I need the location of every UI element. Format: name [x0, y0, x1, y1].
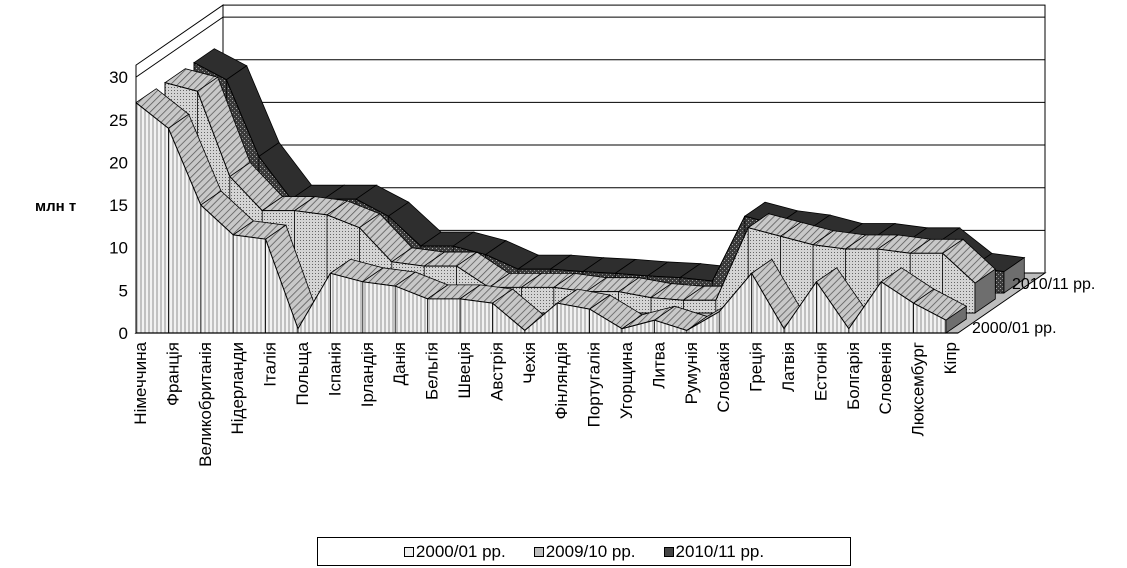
- x-tick-label: Ірландія: [358, 342, 377, 407]
- x-tick-label: Італія: [261, 342, 280, 387]
- x-tick-label: Польща: [293, 341, 312, 405]
- legend-item-2000-01: 2000/01 рр.: [403, 541, 506, 562]
- x-tick-label: Люксембург: [909, 342, 928, 436]
- x-tick-label: Іспанія: [325, 342, 344, 396]
- x-tick-label: Німеччина: [131, 341, 150, 424]
- x-tick-label: Франція: [163, 342, 182, 406]
- x-tick-label: Бельгія: [423, 342, 442, 400]
- depth-label-back: 2010/11 рр.: [1012, 276, 1095, 293]
- x-tick-label: Словакія: [714, 342, 733, 413]
- depth-label-front: 2000/01 рр.: [972, 320, 1057, 337]
- y-tick-label: 15: [109, 196, 128, 215]
- x-tick-label: Великобританія: [196, 342, 215, 467]
- gridline-side: [135, 16, 224, 78]
- legend-swatch-front: [403, 546, 414, 557]
- x-tick-label: Словенія: [876, 342, 895, 415]
- series-0: [135, 88, 968, 334]
- x-tick-label: Латвія: [779, 342, 798, 392]
- y-tick-label: 30: [109, 68, 128, 87]
- y-tick-label: 20: [109, 153, 128, 172]
- legend-item-2010-11: 2010/11 рр.: [663, 541, 765, 562]
- x-tick-label: Кіпр: [941, 342, 960, 374]
- legend-label: 2010/11 рр.: [675, 541, 765, 561]
- x-tick-label: Нідерланди: [228, 342, 247, 434]
- legend-label: 2000/01 рр.: [415, 541, 506, 561]
- x-tick-label: Угорщина: [617, 341, 636, 419]
- legend-swatch-back: [663, 546, 674, 557]
- legend: 2000/01 рр. 2009/10 рр. 2010/11 рр.: [317, 537, 851, 566]
- x-tick-label: Чехія: [520, 342, 539, 384]
- legend-item-2009-10: 2009/10 рр.: [533, 541, 636, 562]
- y-tick-label: 5: [119, 281, 128, 300]
- x-tick-label: Румунія: [682, 342, 701, 404]
- legend-swatch-middle: [533, 546, 544, 557]
- x-tick-label: Швеція: [455, 342, 474, 399]
- y-tick-label: 0: [119, 324, 128, 343]
- end-cap: [974, 268, 996, 314]
- y-tick-label: 10: [109, 239, 128, 258]
- x-tick-label: Греція: [747, 342, 766, 392]
- chart-area: 0 5 10 15 20 25 30 млн т Німеччина Франція Великоб…: [35, 4, 1095, 467]
- x-tick-label: Литва: [649, 341, 668, 388]
- x-tick-label: Фінляндія: [552, 342, 571, 420]
- x-tick-label: Естонія: [811, 342, 830, 401]
- end-cap: [945, 305, 967, 334]
- legend-label: 2009/10 рр.: [545, 541, 636, 561]
- x-tick-label: Болгарія: [844, 342, 863, 410]
- y-axis-label: млн т: [35, 198, 76, 215]
- x-tick-label: Данія: [390, 342, 409, 385]
- y-tick-label: 25: [109, 111, 128, 130]
- x-tick-label: Австрія: [487, 342, 506, 401]
- end-cap: [1003, 256, 1025, 294]
- x-tick-label: Португалія: [585, 342, 604, 427]
